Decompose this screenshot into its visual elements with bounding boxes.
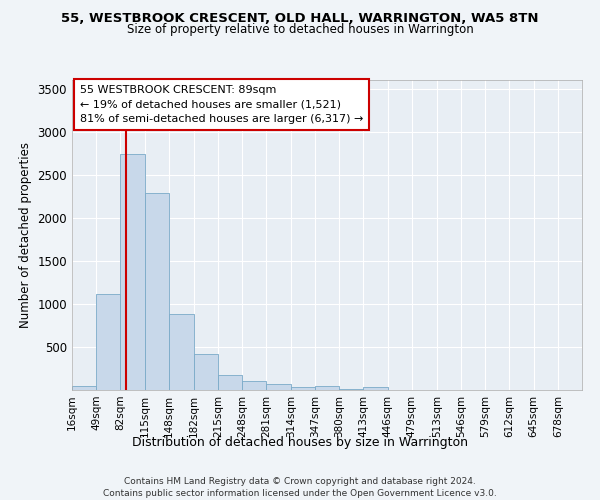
Text: 55, WESTBROOK CRESCENT, OLD HALL, WARRINGTON, WA5 8TN: 55, WESTBROOK CRESCENT, OLD HALL, WARRIN… [61,12,539,26]
Bar [145,193,169,390]
Text: Contains public sector information licensed under the Open Government Licence v3: Contains public sector information licen… [103,489,497,498]
Bar [121,154,145,390]
Bar [242,382,266,390]
Bar [266,384,290,390]
Text: Contains HM Land Registry data © Crown copyright and database right 2024.: Contains HM Land Registry data © Crown c… [124,478,476,486]
Bar [290,386,315,390]
Bar [339,389,364,390]
Bar [364,388,388,390]
Text: Distribution of detached houses by size in Warrington: Distribution of detached houses by size … [132,436,468,449]
Bar [169,314,194,390]
Bar [218,375,242,390]
Y-axis label: Number of detached properties: Number of detached properties [19,142,32,328]
Text: Size of property relative to detached houses in Warrington: Size of property relative to detached ho… [127,22,473,36]
Bar [96,294,121,390]
Bar [194,354,218,390]
Bar [72,386,96,390]
Text: 55 WESTBROOK CRESCENT: 89sqm
← 19% of detached houses are smaller (1,521)
81% of: 55 WESTBROOK CRESCENT: 89sqm ← 19% of de… [80,84,363,124]
Bar [315,386,339,390]
